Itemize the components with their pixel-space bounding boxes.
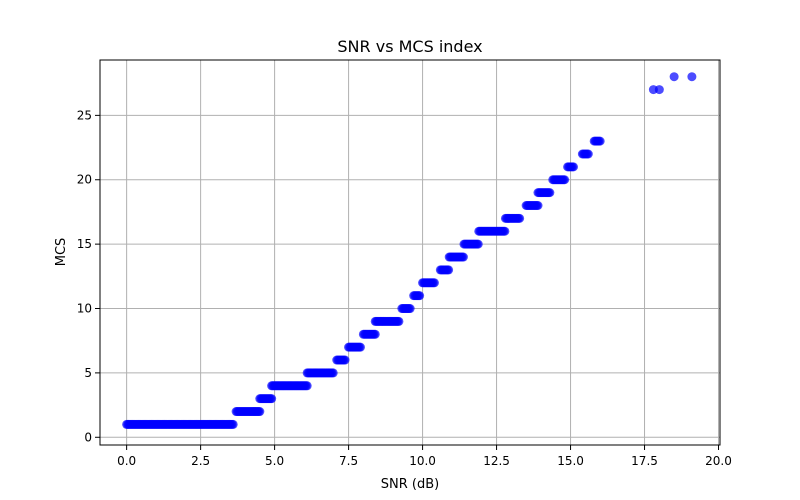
y-axis-label: MCS xyxy=(54,238,69,267)
y-tick-label: 15 xyxy=(77,237,92,251)
data-point xyxy=(228,419,238,429)
data-point xyxy=(473,239,483,249)
y-tick-label: 0 xyxy=(84,430,92,444)
data-point xyxy=(429,278,439,288)
axis-ticks: 0.0 2.5 5.0 7.5 10.0 12.5 15.0 17.5 20.0 0 5 10 15 20… xyxy=(77,108,732,468)
data-points xyxy=(122,72,697,429)
data-point xyxy=(405,304,415,314)
plot-frame xyxy=(99,59,721,446)
y-tick-label: 20 xyxy=(77,173,92,187)
data-point xyxy=(267,394,277,404)
data-point xyxy=(328,368,338,378)
data-point xyxy=(533,201,543,211)
data-point xyxy=(340,355,350,365)
data-point xyxy=(394,316,404,326)
y-tick-label: 25 xyxy=(77,108,92,122)
data-point xyxy=(255,407,265,417)
chart-title: SNR vs MCS index xyxy=(337,37,482,56)
data-point xyxy=(583,149,593,159)
data-point xyxy=(355,342,365,352)
data-point xyxy=(569,162,579,172)
x-tick-label: 5.0 xyxy=(265,454,284,468)
data-point xyxy=(302,381,312,391)
x-tick-label: 0.0 xyxy=(117,454,136,468)
x-tick-label: 15.0 xyxy=(557,454,584,468)
data-point xyxy=(500,226,510,236)
data-point xyxy=(545,188,555,198)
data-point xyxy=(415,291,425,301)
x-tick-label: 7.5 xyxy=(339,454,358,468)
data-point xyxy=(370,329,380,339)
data-point xyxy=(687,72,697,82)
x-tick-label: 2.5 xyxy=(191,454,210,468)
x-tick-label: 17.5 xyxy=(631,454,658,468)
x-tick-label: 12.5 xyxy=(483,454,510,468)
data-point xyxy=(654,85,664,95)
x-axis-label: SNR (dB) xyxy=(381,477,439,492)
data-point xyxy=(595,136,605,146)
data-point xyxy=(515,213,525,223)
x-tick-label: 20.0 xyxy=(705,454,732,468)
data-point xyxy=(560,175,570,185)
data-point xyxy=(444,265,454,275)
data-point xyxy=(458,252,468,262)
y-tick-label: 5 xyxy=(84,366,92,380)
x-tick-label: 10.0 xyxy=(409,454,436,468)
data-point xyxy=(669,72,679,82)
grid xyxy=(100,60,720,445)
y-tick-label: 10 xyxy=(77,302,92,316)
